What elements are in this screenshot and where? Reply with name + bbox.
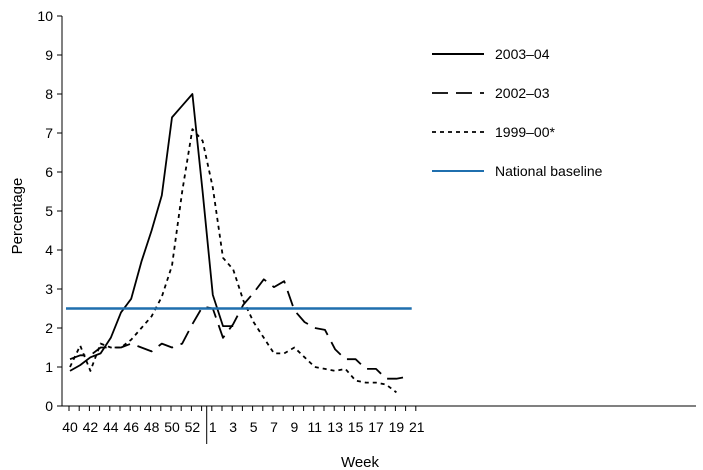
series-line-2003-04 (69, 93, 234, 372)
x-tick-label: 3 (229, 419, 237, 435)
x-axis-label: Week (341, 454, 380, 470)
y-axis-ticks: 0 1 2 3 4 5 6 7 8 9 10 (37, 8, 62, 414)
y-tick-label: 7 (45, 125, 53, 141)
y-tick-label: 2 (45, 320, 53, 336)
x-tick-label: 7 (270, 419, 278, 435)
legend-label: National baseline (495, 163, 603, 179)
y-tick-label: 9 (45, 47, 53, 63)
x-tick-label: 48 (144, 419, 160, 435)
y-tick-label: 3 (45, 281, 53, 297)
legend-label: 1999–00* (495, 124, 556, 140)
x-tick-label: 21 (409, 419, 425, 435)
x-tick-label: 44 (103, 419, 119, 435)
series-line-2002-03 (69, 278, 407, 380)
x-tick-label: 46 (123, 419, 139, 435)
y-tick-label: 0 (45, 398, 53, 414)
x-axis-ticks: 40 42 44 46 48 50 52 1 3 5 7 9 11 13 15 17 19 21 (62, 406, 425, 444)
x-tick-label: 9 (291, 419, 299, 435)
x-tick-label: 52 (185, 419, 201, 435)
x-tick-label: 5 (250, 419, 258, 435)
series-lines (66, 93, 412, 394)
y-tick-label: 5 (45, 203, 53, 219)
x-tick-label: 42 (83, 419, 99, 435)
x-tick-label: 17 (368, 419, 384, 435)
x-tick-label: 50 (164, 419, 180, 435)
x-tick-label: 1 (209, 419, 217, 435)
x-tick-label: 11 (308, 419, 323, 435)
legend-label: 2002–03 (495, 85, 550, 101)
x-tick-label: 13 (327, 419, 343, 435)
y-tick-label: 8 (45, 86, 53, 102)
legend: 2003–04 2002–03 1999–00* National baseline (432, 46, 603, 179)
x-tick-label: 40 (62, 419, 78, 435)
x-tick-label: 15 (348, 419, 364, 435)
y-tick-label: 1 (45, 359, 53, 375)
y-tick-label: 4 (45, 242, 53, 258)
y-tick-label: 6 (45, 164, 53, 180)
series-line-1999-00 (69, 128, 397, 394)
x-tick-label: 19 (389, 419, 405, 435)
legend-label: 2003–04 (495, 46, 550, 62)
y-axis-label: Percentage (9, 178, 26, 255)
y-tick-label: 10 (37, 8, 53, 24)
